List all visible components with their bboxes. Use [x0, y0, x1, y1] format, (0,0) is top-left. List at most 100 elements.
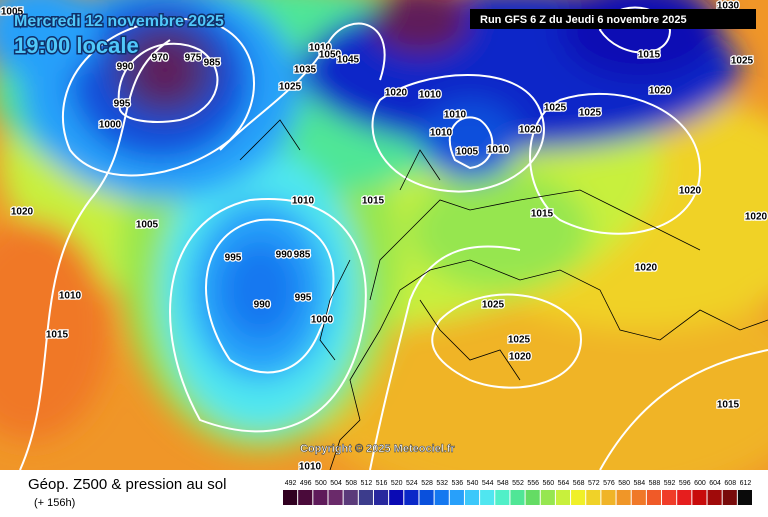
scale-label: 580 — [618, 480, 630, 487]
run-info: Run GFS 6 Z du Jeudi 6 novembre 2025 — [480, 14, 687, 26]
isobar-label: 1005 — [1, 7, 24, 18]
scale-swatch — [616, 490, 631, 505]
scale-swatch — [419, 490, 434, 505]
scale-swatch — [449, 490, 464, 505]
scale-swatch — [464, 490, 480, 505]
scale-swatch — [540, 490, 555, 505]
isobar-label: 1015 — [638, 50, 661, 61]
scale-label: 528 — [421, 480, 433, 487]
isobar-label: 995 — [225, 253, 242, 264]
isobar-label: 1010 — [292, 196, 315, 207]
scale-swatch — [343, 490, 358, 505]
scale-label: 512 — [361, 480, 373, 487]
scale-swatch — [722, 490, 737, 505]
color-scale: 492 496 500 504 508 512 516 520 524 528 532 536 540 5… — [283, 480, 752, 505]
isobar-label: 1010 — [430, 128, 453, 139]
isobar-label: 990 — [117, 62, 134, 73]
isobar-label: 1020 — [745, 212, 768, 223]
scale-swatch — [707, 490, 722, 505]
isobar-label: 1020 — [519, 125, 542, 136]
scale-label: 536 — [452, 480, 464, 487]
scale-label: 600 — [694, 480, 706, 487]
scale-label: 504 — [330, 480, 342, 487]
isobar-label: 975 — [185, 53, 202, 64]
isobar-label: 995 — [114, 99, 131, 110]
scale-label: 540 — [467, 480, 479, 487]
scale-label: 608 — [724, 480, 736, 487]
isobar-label: 985 — [294, 250, 311, 261]
isobar-label: 1035 — [294, 65, 317, 76]
isobar-label: 1025 — [544, 103, 567, 114]
date: Mercredi 12 novembre 2025 — [14, 13, 224, 30]
scale-swatch — [571, 490, 586, 505]
scale-swatch — [586, 490, 601, 505]
scale-label: 584 — [633, 480, 645, 487]
scale-swatch — [298, 490, 313, 505]
scale-label: 568 — [573, 480, 585, 487]
isobar-label: 970 — [152, 53, 169, 64]
scale-swatch — [373, 490, 389, 505]
isobar-label: 1015 — [362, 196, 385, 207]
scale-label: 588 — [649, 480, 661, 487]
run-box — [470, 9, 756, 29]
isobar-label: 1015 — [531, 209, 554, 220]
scale-label: 560 — [542, 480, 554, 487]
scale-label: 572 — [588, 480, 600, 487]
isobar-label: 990 — [276, 250, 293, 261]
isobar-label: 1010 — [309, 43, 332, 54]
isobar-label: 1025 — [279, 82, 302, 93]
isobar-label: 1020 — [509, 352, 532, 363]
scale-swatch — [692, 490, 707, 505]
scale-label: 524 — [406, 480, 418, 487]
copyright: Copyright © 2025 Meteociel.fr — [300, 443, 456, 455]
scale-swatch — [389, 490, 404, 505]
scale-swatch — [358, 490, 373, 505]
scale-swatch — [601, 490, 616, 505]
scale-swatch — [525, 490, 540, 505]
isobar-label: 1020 — [649, 86, 672, 97]
scale-swatch — [495, 490, 510, 505]
scale-label: 596 — [679, 480, 691, 487]
scale-label: 604 — [709, 480, 721, 487]
isobar-label: 1020 — [679, 186, 702, 197]
scale-swatch — [480, 490, 495, 505]
isobar-label: 1010 — [299, 462, 322, 473]
isobar-label: 1010 — [419, 90, 442, 101]
scale-label: 544 — [482, 480, 494, 487]
scale-label: 532 — [436, 480, 448, 487]
legend-title: Géop. Z500 & pression au sol — [28, 476, 226, 493]
scale-label: 508 — [345, 480, 357, 487]
scale-swatch — [313, 490, 328, 505]
isobar-label: 1020 — [11, 207, 34, 218]
isobar-label: 1015 — [46, 330, 69, 341]
scale-label: 612 — [740, 480, 752, 487]
isobar-label: 1015 — [717, 400, 740, 411]
scale-label: 492 — [285, 480, 297, 487]
lead-time: (+ 156h) — [34, 497, 75, 509]
scale-swatch — [434, 490, 449, 505]
scale-label: 564 — [558, 480, 570, 487]
isobar-label: 1020 — [385, 88, 408, 99]
scale-swatch — [404, 490, 419, 505]
scale-swatch — [555, 490, 571, 505]
isobar-label: 1010 — [59, 291, 82, 302]
isobar-label: 1020 — [635, 263, 658, 274]
isobar-label: 1025 — [482, 300, 505, 311]
isobar-label: 1025 — [579, 108, 602, 119]
scale-label: 520 — [391, 480, 403, 487]
scale-label: 576 — [603, 480, 615, 487]
time: 19:00 locale — [14, 33, 139, 58]
isobar-label: 1005 — [456, 147, 479, 158]
isobar-label: 1045 — [337, 55, 360, 66]
scale-label: 592 — [664, 480, 676, 487]
isobar-label: 985 — [204, 58, 221, 69]
scale-label: 552 — [512, 480, 524, 487]
scale-swatch — [328, 490, 343, 505]
scale-swatch — [662, 490, 677, 505]
isobar-label: 990 — [254, 300, 271, 311]
isobar-label: 1010 — [487, 145, 510, 156]
isobar-label: 1005 — [136, 220, 159, 231]
isobar-label: 1025 — [508, 335, 531, 346]
